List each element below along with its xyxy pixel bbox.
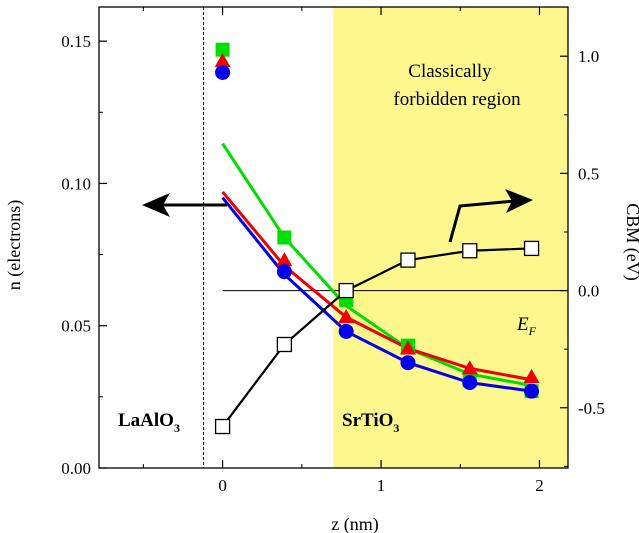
forbidden-label-line2: forbidden region [393,89,521,110]
fermi-label: EF [516,314,537,338]
left-axis-title: n (electrons) [4,200,25,290]
point-series-2-1 [276,264,292,280]
fermi-label-main: E [516,314,529,335]
y-right-tick-label-0: -0.5 [578,399,605,418]
point-series-3-0 [214,418,231,435]
y-left-tick-label-0: 0.00 [61,459,91,478]
y-right-tick-label-2: 0.5 [578,164,599,183]
point-series-3-5 [523,240,540,257]
point-series-1-4 [461,360,478,375]
cbm-line [221,247,532,428]
laalo3-sub: 3 [174,421,180,435]
fit-lines [221,142,532,428]
fermi-label-sub: F [528,324,537,338]
data-markers [214,42,540,435]
srtio3-main: SrTiO [342,410,393,431]
srtio3-sub: 3 [393,421,399,435]
point-series-1-1 [276,252,293,267]
fit-line-series-0 [221,142,532,387]
y-right-tick-label-3: 1.0 [578,47,599,66]
point-series-3-3 [400,252,416,268]
x-tick-label-1: 1 [377,476,386,495]
point-series-2-3 [400,355,416,371]
point-series-2-2 [338,323,354,339]
y-left-tick-label-1: 0.05 [61,317,91,336]
srtio3-label: SrTiO3 [342,410,399,435]
forbidden-label-line1: Classically [408,61,492,82]
point-series-2-4 [462,375,478,391]
point-series-3-4 [462,243,478,259]
axis-arrows [142,189,533,243]
right-arrow-head [505,189,533,213]
laalo3-main: LaAlO [118,410,174,431]
point-series-3-2 [338,282,354,299]
point-series-1-0 [214,53,231,68]
x-tick-label-0: 0 [218,476,227,495]
y-right-tick-label-1: 0.0 [578,282,599,301]
point-series-1-2 [338,309,355,324]
point-series-3-1 [276,336,293,353]
point-series-1-5 [523,368,540,383]
right-arrow-shaft [448,199,516,243]
x-axis-title: z (nm) [331,514,378,533]
laalo3-label: LaAlO3 [118,410,180,435]
point-series-2-0 [215,64,231,80]
x-tick-label-2: 2 [535,476,544,495]
right-axis-title: CBM (eV) [622,203,639,281]
point-series-0-1 [277,230,292,245]
left-arrow-head [142,193,170,217]
y-left-tick-label-2: 0.10 [61,174,91,193]
point-series-1-3 [399,340,416,355]
point-series-2-5 [524,383,540,399]
point-series-0-0 [215,42,230,57]
plot-frame [98,6,569,469]
fit-line-series-1 [221,191,532,382]
y-left-tick-label-3: 0.15 [61,32,91,51]
fit-line-series-2 [221,196,532,393]
axis-ticks: 0 1 2 0.00 0.05 0.10 0.15 -0.5 0.0 0.5 1.0 [61,7,605,495]
